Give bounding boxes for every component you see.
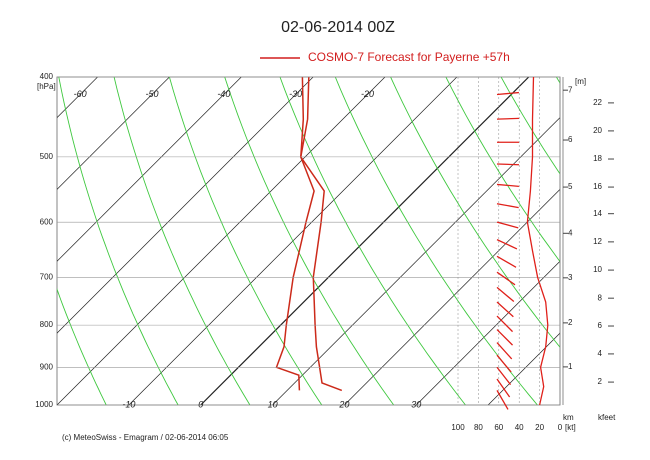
kfeet-tick-label: 16 xyxy=(593,182,602,191)
wind-arrow xyxy=(496,390,509,410)
kfeet-tick-label: 10 xyxy=(593,265,602,274)
isotherm-label: -30 xyxy=(289,89,302,99)
legend-label: COSMO-7 Forecast for Payerne +57h xyxy=(308,50,510,64)
isotherm-label: -50 xyxy=(145,89,158,99)
wind-tick-label: 20 xyxy=(535,423,544,432)
x-tick-label: -10 xyxy=(122,399,135,409)
isotherm xyxy=(559,404,560,405)
kfeet-tick-label: 22 xyxy=(593,98,602,107)
isotherm xyxy=(0,77,26,405)
y-tick-label: 800 xyxy=(40,320,54,329)
wind-arrow xyxy=(496,183,519,187)
y-tick-label: 700 xyxy=(40,272,54,281)
wind-arrow xyxy=(496,378,511,398)
wind-tick-label: 0 xyxy=(558,423,563,432)
km-tick-label: 2 xyxy=(568,318,573,327)
wind-arrow xyxy=(496,255,517,268)
wind-tick-label: 80 xyxy=(474,423,483,432)
wind-arrow xyxy=(496,271,516,286)
m-label: [m] xyxy=(575,77,586,86)
x-tick-label: 20 xyxy=(338,399,349,409)
isotherm xyxy=(487,332,560,405)
dry-adiabat xyxy=(445,77,560,263)
isotherm-label: -40 xyxy=(217,89,230,99)
dry-adiabat xyxy=(279,77,466,405)
km-tick-label: 1 xyxy=(568,362,573,371)
isotherm xyxy=(272,117,560,405)
dry-adiabat xyxy=(57,287,107,405)
wind-arrow xyxy=(496,239,518,250)
km-tick-label: 5 xyxy=(568,182,573,191)
km-label: km xyxy=(563,413,574,422)
isotherm xyxy=(416,260,560,405)
km-tick-label: 4 xyxy=(568,228,573,237)
kfeet-tick-label: 4 xyxy=(598,349,603,358)
kfeet-tick-label: 12 xyxy=(593,237,602,246)
dry-adiabat xyxy=(556,77,560,84)
isotherm xyxy=(57,77,386,405)
kfeet-label: kfeet xyxy=(598,413,616,422)
dry-adiabat xyxy=(500,77,560,175)
isotherm xyxy=(57,77,314,334)
wind-arrow xyxy=(496,329,514,346)
wind-tick-label: 60 xyxy=(494,423,503,432)
plot-frame xyxy=(56,76,561,406)
isotherm xyxy=(57,77,170,190)
wind-arrow xyxy=(496,91,519,96)
plot-area xyxy=(0,77,650,405)
kfeet-tick-label: 14 xyxy=(593,209,602,218)
kfeet-tick-label: 8 xyxy=(598,293,603,302)
x-tick-label: 0 xyxy=(198,399,203,409)
x-tick-label: 30 xyxy=(411,399,421,409)
dry-adiabat xyxy=(612,77,650,405)
profile-line xyxy=(300,77,343,392)
footer: (c) MeteoSwiss - Emagram / 02-06-2014 06… xyxy=(62,433,229,442)
km-tick-label: 7 xyxy=(568,85,573,94)
wind-arrow xyxy=(496,366,512,386)
profile-line xyxy=(275,77,315,391)
wind-arrow xyxy=(496,342,513,360)
wind-arrow xyxy=(496,301,514,318)
wind-tick-label: 40 xyxy=(515,423,524,432)
kfeet-tick-label: 2 xyxy=(598,377,603,386)
wind-unit-label: [kt] xyxy=(565,423,576,432)
wind-arrow xyxy=(496,315,514,333)
kfeet-tick-label: 20 xyxy=(593,126,602,135)
y-tick-label: 600 xyxy=(40,217,54,226)
isotherm-label: -20 xyxy=(361,89,374,99)
wind-arrow xyxy=(496,286,515,303)
wind-arrow xyxy=(496,163,520,166)
wind-speed-line xyxy=(526,76,549,406)
km-tick-label: 6 xyxy=(568,135,573,144)
km-tick-label: 3 xyxy=(568,273,573,282)
kfeet-tick-label: 18 xyxy=(593,154,602,163)
wind-arrow xyxy=(496,203,519,209)
dry-adiabat xyxy=(58,77,179,405)
wind-arrow xyxy=(496,354,512,373)
isotherm xyxy=(200,77,530,405)
y-axis-label: [hPa] xyxy=(37,82,56,91)
chart-title: 02-06-2014 00Z xyxy=(281,19,395,36)
y-tick-label: 1000 xyxy=(35,400,53,409)
y-tick-label: 400 xyxy=(40,72,54,81)
kfeet-tick-label: 6 xyxy=(598,321,603,330)
y-tick-label: 500 xyxy=(40,152,54,161)
isotherm xyxy=(344,188,560,405)
x-tick-label: 10 xyxy=(268,399,278,409)
y-tick-label: 900 xyxy=(40,362,54,371)
isotherm-label: -60 xyxy=(74,89,87,99)
wind-tick-label: 100 xyxy=(451,423,465,432)
wind-arrow xyxy=(496,221,519,229)
wind-arrow xyxy=(496,117,520,120)
